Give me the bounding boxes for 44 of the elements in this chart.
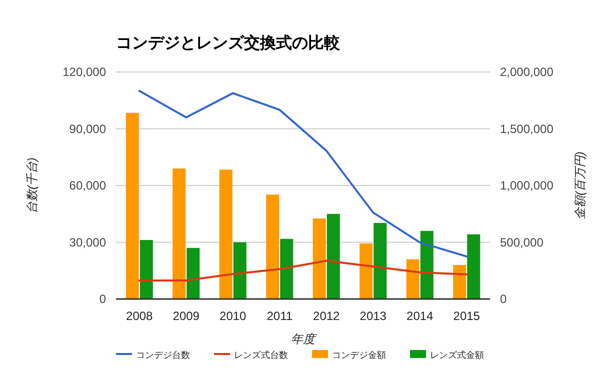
x-tick-label: 2010 (220, 309, 247, 323)
legend-label: レンズ式金額 (430, 350, 484, 360)
y-tick-label: 30,000 (69, 235, 106, 250)
bar (467, 234, 480, 299)
y-tick-label: 120,000 (62, 65, 106, 79)
bar (406, 259, 420, 299)
x-tick-label: 2013 (360, 309, 387, 323)
y-axis-title: 台数(千台) (25, 158, 39, 214)
bar (219, 170, 232, 299)
x-tick-label: 2009 (172, 309, 200, 323)
bar (326, 214, 340, 299)
x-tick-label: 2012 (313, 309, 340, 323)
line-series (138, 90, 468, 258)
legend-label: レンズ式台数 (234, 350, 288, 360)
chart-title: コンデジとレンズ交換式の比較 (116, 33, 341, 52)
bar (280, 238, 294, 299)
bar (140, 240, 153, 299)
x-tick-label: 2008 (126, 309, 154, 323)
y-tick-label: 90,000 (69, 122, 106, 136)
y-tick-label: 0 (99, 292, 106, 306)
x-tick-label: 2011 (266, 309, 293, 323)
bar (312, 218, 326, 299)
bar (186, 248, 200, 299)
legend-label: コンデジ台数 (136, 350, 190, 360)
x-tick-label: 2014 (406, 309, 434, 323)
line-series (138, 260, 468, 282)
y2-axis-title: 金額(百万円) (573, 152, 587, 220)
x-tick-label: 2015 (453, 309, 480, 323)
bar (420, 230, 434, 299)
y2-tick-label: 1,000,000 (500, 178, 554, 192)
bar (360, 243, 373, 299)
bar (266, 194, 280, 299)
bar (172, 168, 186, 299)
y2-tick-label: 1,500,000 (500, 122, 554, 136)
bar (374, 222, 387, 299)
bar (233, 242, 246, 299)
y2-tick-label: 0 (500, 292, 507, 306)
bar (453, 264, 466, 299)
y-tick-label: 60,000 (69, 178, 106, 192)
x-axis-title: 年度 (291, 332, 317, 346)
legend-label: コンデジ金額 (332, 350, 386, 360)
bar (126, 112, 139, 299)
y2-tick-label: 500,000 (500, 235, 544, 250)
y2-tick-label: 2,000,000 (500, 65, 554, 79)
